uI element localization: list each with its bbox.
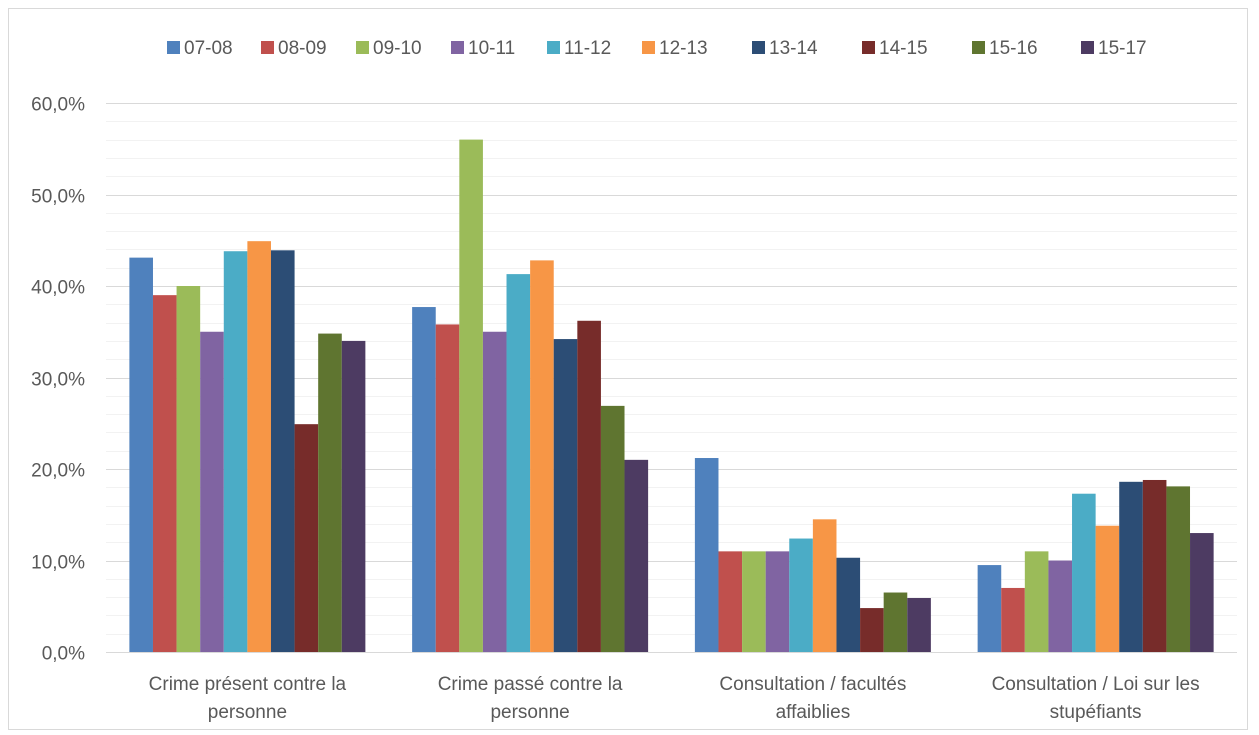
legend-swatch bbox=[167, 41, 180, 54]
bar-07-08 bbox=[129, 257, 153, 652]
category-label: Crime présent contre la bbox=[149, 674, 347, 695]
bar-08-09 bbox=[435, 324, 460, 652]
bar-13-14 bbox=[836, 557, 861, 652]
bar-12-13 bbox=[812, 519, 837, 652]
y-tick-label: 30,0% bbox=[31, 370, 85, 391]
legend-label: 11-12 bbox=[564, 38, 611, 59]
legend-label: 09-10 bbox=[373, 38, 422, 59]
bar-chart: 0,0% 10,0% 20,0% 30,0% 40,0% 50,0% 60,0% Crime… bbox=[31, 38, 1237, 723]
legend-swatch bbox=[261, 41, 274, 54]
bar-11-12 bbox=[223, 251, 248, 653]
y-tick-label: 40,0% bbox=[31, 278, 85, 299]
bar-14-15 bbox=[860, 608, 884, 652]
y-tick-label: 10,0% bbox=[31, 553, 85, 574]
bar-15-17 bbox=[624, 459, 649, 652]
bar-12-13 bbox=[1095, 525, 1120, 652]
category-label: Consultation / Loi sur les bbox=[992, 674, 1200, 695]
bar-15-16 bbox=[1166, 486, 1191, 652]
bar-11-12 bbox=[789, 538, 813, 652]
bar-12-13 bbox=[530, 260, 554, 652]
category-label: stupéfiants bbox=[1050, 702, 1142, 723]
y-tick-label: 50,0% bbox=[31, 187, 85, 208]
legend-swatch bbox=[642, 41, 655, 54]
bar-15-16 bbox=[883, 592, 908, 652]
bar-14-15 bbox=[1142, 479, 1167, 652]
legend-label: 12-13 bbox=[659, 38, 708, 59]
category-label: affaiblies bbox=[776, 702, 851, 723]
bar-13-14 bbox=[553, 339, 578, 652]
category-label: Crime passé contre la bbox=[438, 674, 623, 695]
bars bbox=[129, 139, 1214, 653]
legend-swatch bbox=[752, 41, 765, 54]
bar-15-17 bbox=[1190, 533, 1214, 652]
bar-09-10 bbox=[1024, 551, 1049, 652]
bar-15-17 bbox=[907, 598, 931, 652]
legend-label: 14-15 bbox=[879, 38, 928, 59]
legend: 07-08 08-09 09-10 10-11 11-12 12-13 13-14 14-15… bbox=[167, 38, 1147, 59]
category-label: Consultation / facultés bbox=[719, 674, 906, 695]
legend-label: 15-17 bbox=[1098, 38, 1147, 59]
bar-07-08 bbox=[977, 565, 1002, 652]
y-tick-label: 0,0% bbox=[42, 644, 85, 665]
legend-label: 15-16 bbox=[989, 38, 1038, 59]
bar-15-16 bbox=[318, 333, 342, 652]
legend-swatch bbox=[972, 41, 985, 54]
bar-11-12 bbox=[1072, 493, 1096, 652]
bar-08-09 bbox=[718, 551, 743, 652]
legend-label: 10-11 bbox=[468, 38, 515, 59]
bar-11-12 bbox=[506, 274, 531, 652]
bar-07-08 bbox=[412, 307, 436, 652]
bar-14-15 bbox=[577, 320, 601, 652]
x-axis: Crime présent contre la personne Crime pas… bbox=[106, 652, 1237, 723]
bar-13-14 bbox=[270, 250, 295, 652]
bar-10-11 bbox=[200, 331, 224, 652]
legend-swatch bbox=[1081, 41, 1094, 54]
legend-swatch bbox=[356, 41, 369, 54]
legend-label: 13-14 bbox=[769, 38, 818, 59]
legend-label: 07-08 bbox=[184, 38, 233, 59]
bar-14-15 bbox=[294, 424, 319, 652]
bar-09-10 bbox=[742, 551, 766, 652]
bar-12-13 bbox=[247, 241, 271, 653]
y-tick-label: 60,0% bbox=[31, 95, 85, 116]
y-axis: 0,0% 10,0% 20,0% 30,0% 40,0% 50,0% 60,0% bbox=[31, 95, 85, 665]
bar-10-11 bbox=[1048, 560, 1073, 652]
legend-label: 08-09 bbox=[278, 38, 327, 59]
bar-07-08 bbox=[694, 458, 719, 652]
bar-10-11 bbox=[765, 551, 790, 652]
bar-13-14 bbox=[1119, 481, 1143, 652]
bar-15-17 bbox=[341, 340, 366, 652]
chart-area: 0,0% 10,0% 20,0% 30,0% 40,0% 50,0% 60,0% Crime… bbox=[8, 8, 1248, 730]
legend-swatch bbox=[862, 41, 875, 54]
bar-09-10 bbox=[176, 286, 201, 652]
legend-swatch bbox=[451, 41, 464, 54]
bar-08-09 bbox=[1001, 587, 1025, 652]
category-label: personne bbox=[208, 702, 287, 723]
bar-09-10 bbox=[459, 139, 483, 653]
category-label: personne bbox=[490, 702, 569, 723]
bar-15-16 bbox=[600, 405, 625, 652]
legend-swatch bbox=[547, 41, 560, 54]
bar-10-11 bbox=[482, 331, 507, 652]
bar-08-09 bbox=[152, 295, 177, 652]
y-tick-label: 20,0% bbox=[31, 461, 85, 482]
